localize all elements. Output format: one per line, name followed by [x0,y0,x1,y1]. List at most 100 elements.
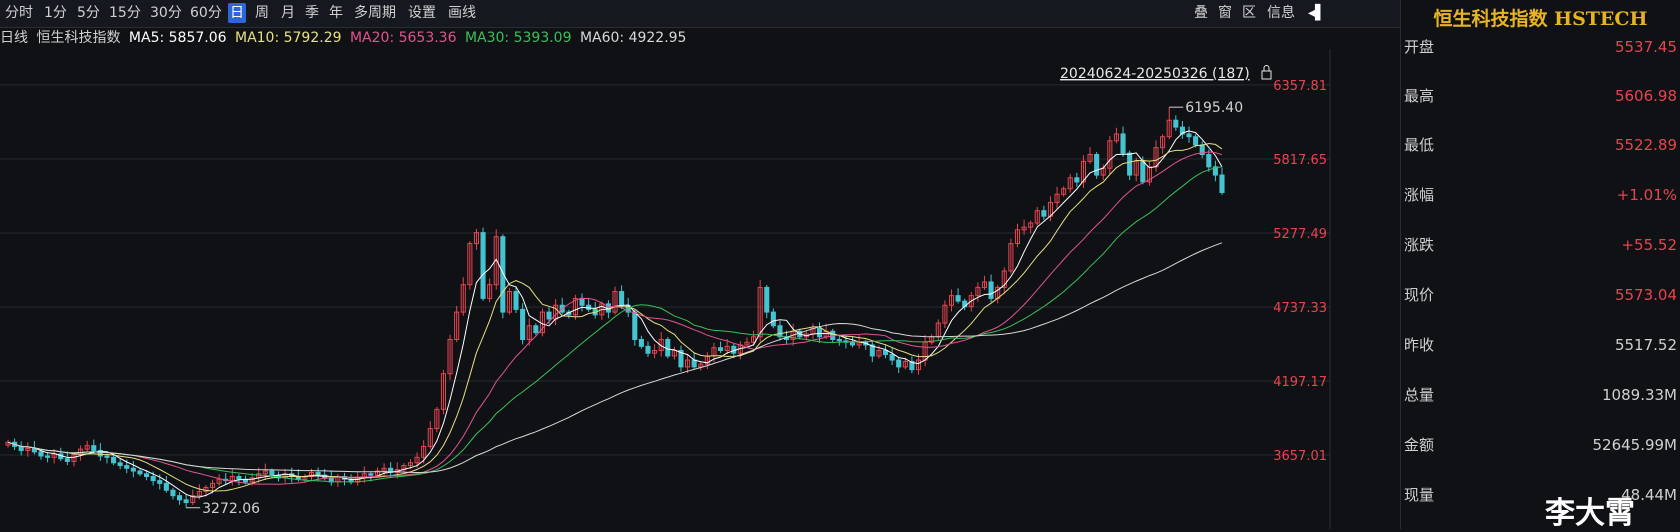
candle-body [421,445,427,458]
tab-9[interactable]: 季 [305,5,319,21]
candle-body [137,470,143,475]
candle-body [632,311,638,340]
candle-body [975,286,981,297]
candle-body [64,458,70,462]
quote-row-9: 现量 48.44M [1401,483,1680,507]
candle-body [130,467,136,472]
candle-body [1080,160,1086,183]
candle-body [1014,229,1021,245]
collapse-panel-icon[interactable]: ◂▌ [1308,5,1326,21]
candle-body [1061,188,1067,195]
quote-value: 5537.45 [1614,38,1677,56]
candle-body [183,499,189,504]
candle-body [645,345,651,354]
quote-panel: 恒生科技指数 HSTECH 开盘 5537.45 最高 5606.98 最低 5522.8… [1401,0,1680,529]
ma60-value: MA60: 4922.95 [579,30,687,46]
tab-8[interactable]: 月 [281,5,295,21]
candle-body [619,291,625,306]
candle-body [447,338,453,375]
ma10-value: MA10: 5792.29 [234,30,342,46]
toolbar-right-button-3[interactable]: 信息 [1267,5,1295,21]
ma30-value: MA30: 5393.09 [464,30,572,46]
quote-row-6: 昨收 5517.52 [1401,333,1680,357]
candle-body [1067,177,1073,190]
candle-body [440,373,447,410]
candle-body [869,344,875,357]
quote-row-3: 涨幅 +1.01% [1401,183,1680,207]
candle-body [638,338,644,347]
index-name-label: 恒生科技指数 [36,30,121,46]
ma60-line [7,242,1223,474]
quote-row-1: 最高 5606.98 [1401,84,1680,108]
candle-body [685,359,691,368]
tab-7[interactable]: 周 [255,5,269,21]
tab-4[interactable]: 30分 [150,5,182,21]
candle-body [434,408,440,430]
candle-body [1173,119,1179,128]
toolbar-right-button-0[interactable]: 叠 [1194,5,1208,21]
candle-body [269,470,275,476]
candle-body [586,304,592,310]
tab-2[interactable]: 5分 [77,5,100,21]
panel-title: 恒生科技指数 HSTECH [1433,8,1648,30]
candle-body [460,284,466,313]
tab-3[interactable]: 15分 [109,5,141,21]
candle-body [190,495,196,504]
candle-body [368,473,374,476]
candle-body [262,470,268,475]
candle-body [91,445,97,451]
candle-body [493,236,499,286]
toolbar-right-button-1[interactable]: 窗 [1218,5,1232,21]
tab-0[interactable]: 分时 [5,5,33,21]
candle-body [981,281,988,288]
tab-5[interactable]: 60分 [190,5,222,21]
candle-body [1212,166,1218,176]
tab-11[interactable]: 多周期 [354,5,396,21]
candle-body [1087,154,1093,162]
candle-body [144,473,150,478]
candle-body [427,428,433,447]
candle-body [467,243,473,286]
candle-body [1041,210,1047,217]
candle-body [546,311,552,320]
tab-12[interactable]: 设置 [408,5,436,21]
tab-10[interactable]: 年 [329,5,343,21]
candle-body [209,482,216,488]
tab-13[interactable]: 画线 [448,5,476,21]
candle-body [374,470,381,476]
candle-body [308,471,315,478]
candle-body [579,297,585,306]
quote-row-8: 金额 52645.99M [1401,433,1680,457]
candle-body [25,447,31,451]
candle-body [1160,136,1166,149]
candle-body [163,482,169,491]
quote-row-2: 最低 5522.89 [1401,133,1680,157]
candle-body [915,359,922,371]
high-annotation: 6195.40 [1185,100,1243,116]
candle-body [889,354,895,361]
ma20-value: MA20: 5653.36 [349,30,457,46]
low-annotation: 3272.06 [202,501,260,517]
candle-body [671,349,677,357]
ma-legend: 日线 恒生科技指数 MA5: 5857.06 MA10: 5792.29 MA2… [0,27,1330,49]
ma20-line [7,151,1223,485]
tab-6[interactable]: 日 [228,3,246,23]
candle-body [520,308,526,340]
quote-label: 开盘 [1404,38,1435,56]
range-label: 20240624-20250326 (187) [1060,66,1250,82]
toolbar-right-button-2[interactable]: 区 [1242,5,1256,21]
candle-body [1206,154,1212,168]
quote-value: 48.44M [1621,486,1677,504]
quote-label: 现价 [1404,286,1435,304]
candle-body [506,291,512,313]
tab-1[interactable]: 1分 [44,5,67,21]
candle-body [71,454,77,462]
candle-body [896,359,902,368]
candle-body [176,495,183,501]
candlestick-chart[interactable]: 6357.81 5817.65 5277.49 4737.33 4197.17 3657.… [0,49,1400,529]
candle-body [572,297,578,316]
candle-body [942,304,948,324]
candle-body [480,232,486,299]
price-axis-label: 6357.81 [1273,79,1327,94]
candle-body [500,236,506,313]
